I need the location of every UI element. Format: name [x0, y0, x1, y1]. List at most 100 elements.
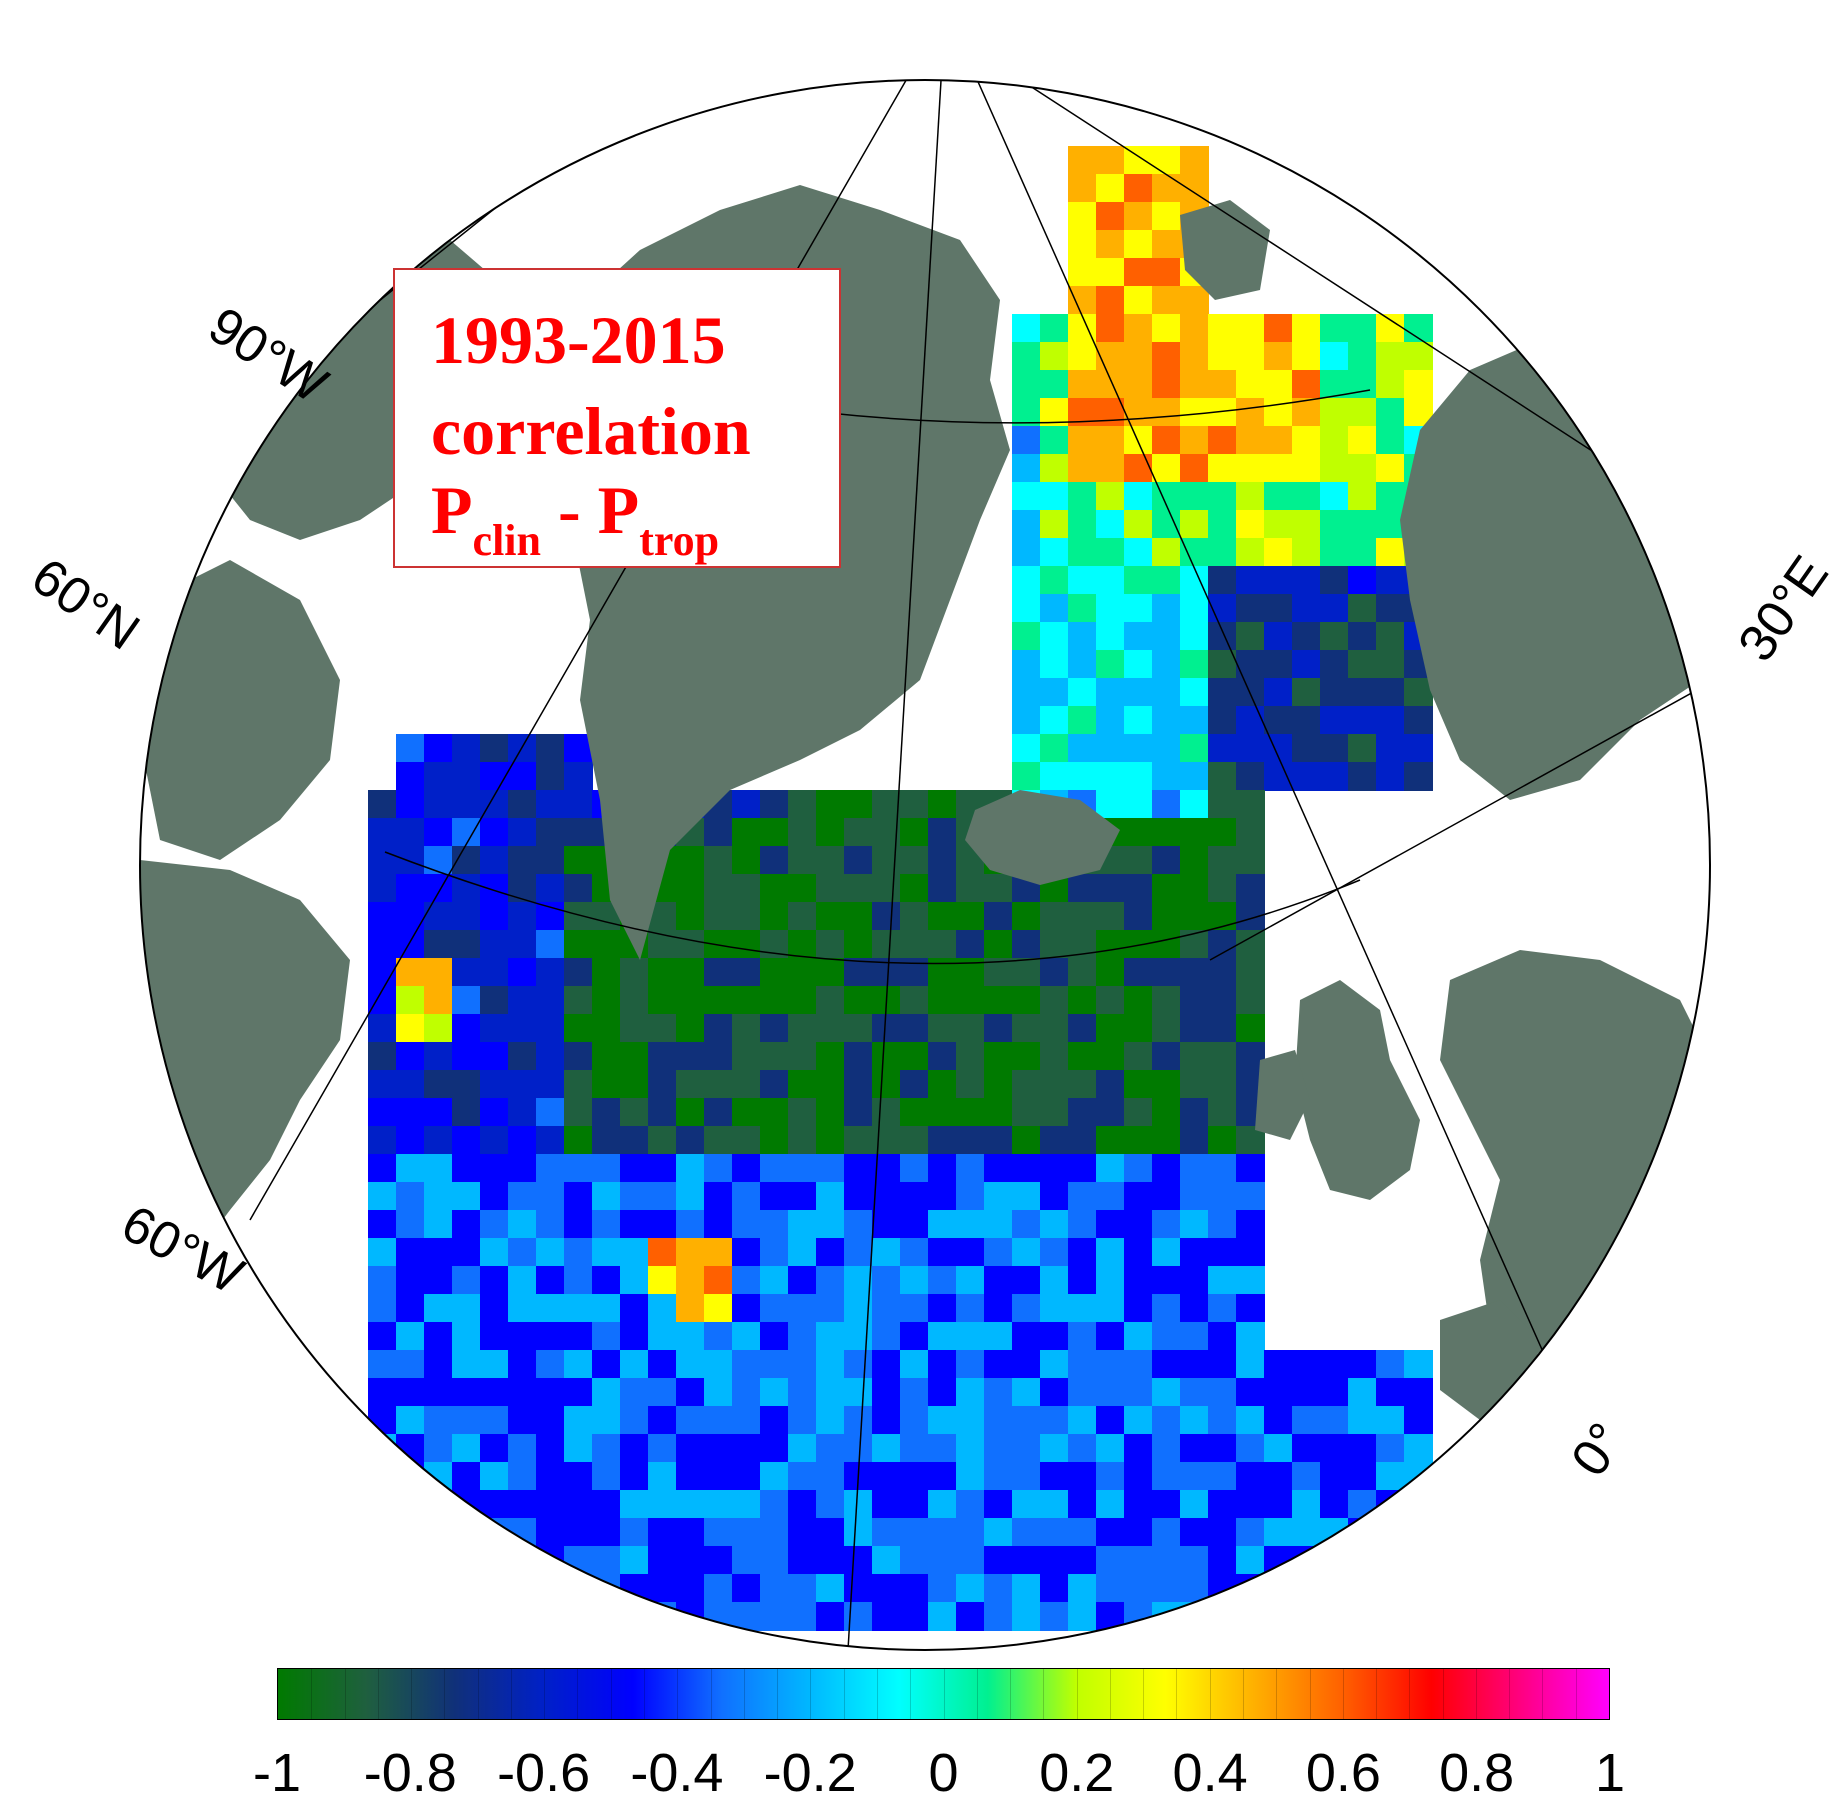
- correlation-cell: [452, 1210, 481, 1239]
- correlation-cell: [424, 874, 453, 903]
- correlation-cell: [956, 1126, 985, 1155]
- correlation-cell: [984, 1602, 1013, 1631]
- correlation-cell: [956, 1154, 985, 1183]
- correlation-cell: [760, 1518, 789, 1547]
- correlation-cell: [676, 930, 705, 959]
- correlation-cell: [396, 1406, 425, 1435]
- correlation-cell: [368, 1546, 397, 1575]
- correlation-cell: [396, 1322, 425, 1351]
- correlation-cell: [1376, 706, 1405, 735]
- correlation-cell: [1152, 1574, 1181, 1603]
- correlation-cell: [1152, 1322, 1181, 1351]
- correlation-cell: [480, 1378, 509, 1407]
- correlation-cell: [844, 1014, 873, 1043]
- correlation-cell: [1292, 1490, 1321, 1519]
- correlation-cell: [1040, 342, 1069, 371]
- correlation-cell: [1264, 1350, 1293, 1379]
- correlation-cell: [956, 1210, 985, 1239]
- correlation-cell: [368, 1266, 397, 1295]
- correlation-cell: [1180, 622, 1209, 651]
- correlation-cell: [1320, 1490, 1349, 1519]
- correlation-cell: [900, 1154, 929, 1183]
- correlation-cell: [1208, 510, 1237, 539]
- correlation-cell: [1208, 1350, 1237, 1379]
- correlation-cell: [1124, 286, 1153, 315]
- correlation-cell: [1264, 566, 1293, 595]
- correlation-cell: [1012, 1350, 1041, 1379]
- correlation-cell: [452, 902, 481, 931]
- correlation-cell: [1236, 986, 1265, 1015]
- correlation-cell: [648, 1294, 677, 1323]
- correlation-cell: [1264, 314, 1293, 343]
- correlation-cell: [1320, 1602, 1349, 1631]
- correlation-cell: [760, 1154, 789, 1183]
- correlation-cell: [760, 1294, 789, 1323]
- correlation-cell: [368, 1294, 397, 1323]
- correlation-cell: [396, 986, 425, 1015]
- correlation-cell: [564, 1126, 593, 1155]
- correlation-cell: [1348, 426, 1377, 455]
- correlation-cell: [676, 1434, 705, 1463]
- correlation-cell: [1348, 706, 1377, 735]
- correlation-cell: [452, 1434, 481, 1463]
- correlation-cell: [1040, 650, 1069, 679]
- correlation-cell: [1068, 482, 1097, 511]
- correlation-cell: [620, 1294, 649, 1323]
- correlation-cell: [1152, 986, 1181, 1015]
- correlation-cell: [1040, 1602, 1069, 1631]
- correlation-cell: [1096, 1602, 1125, 1631]
- correlation-cell: [368, 902, 397, 931]
- correlation-cell: [1068, 678, 1097, 707]
- correlation-cell: [1096, 1406, 1125, 1435]
- correlation-cell: [1040, 1322, 1069, 1351]
- correlation-cell: [1096, 1546, 1125, 1575]
- colorbar-segment-line: [444, 1669, 446, 1719]
- correlation-cell: [1124, 650, 1153, 679]
- correlation-cell: [620, 1546, 649, 1575]
- correlation-cell: [732, 1014, 761, 1043]
- correlation-cell: [872, 1210, 901, 1239]
- correlation-cell: [704, 1294, 733, 1323]
- correlation-cell: [424, 1294, 453, 1323]
- correlation-cell: [1096, 1154, 1125, 1183]
- correlation-cell: [788, 1154, 817, 1183]
- correlation-cell: [1012, 622, 1041, 651]
- correlation-cell: [1320, 678, 1349, 707]
- correlation-cell: [396, 1490, 425, 1519]
- correlation-cell: [508, 1350, 537, 1379]
- correlation-cell: [424, 1518, 453, 1547]
- correlation-cell: [1068, 1294, 1097, 1323]
- colorbar: [277, 1668, 1610, 1720]
- correlation-cell: [1068, 1014, 1097, 1043]
- correlation-cell: [536, 790, 565, 819]
- colorbar-tick-label: 1: [1594, 1743, 1626, 1803]
- correlation-cell: [564, 1434, 593, 1463]
- correlation-cell: [1012, 902, 1041, 931]
- correlation-cell: [984, 1210, 1013, 1239]
- correlation-cell: [788, 986, 817, 1015]
- correlation-cell: [1376, 678, 1405, 707]
- correlation-cell: [1096, 1238, 1125, 1267]
- correlation-cell: [984, 1238, 1013, 1267]
- correlation-cell: [564, 1602, 593, 1631]
- correlation-cell: [564, 986, 593, 1015]
- correlation-cell: [1404, 678, 1433, 707]
- colorbar-segment-line: [677, 1669, 679, 1719]
- correlation-cell: [1376, 454, 1405, 483]
- correlation-cell: [1292, 1434, 1321, 1463]
- correlation-cell: [872, 790, 901, 819]
- correlation-cell: [1124, 1350, 1153, 1379]
- correlation-cell: [1096, 1042, 1125, 1071]
- correlation-cell: [1236, 762, 1265, 791]
- correlation-cell: [592, 1182, 621, 1211]
- correlation-cell: [844, 1322, 873, 1351]
- correlation-cell: [1208, 930, 1237, 959]
- correlation-cell: [396, 1518, 425, 1547]
- correlation-cell: [1348, 1350, 1377, 1379]
- correlation-cell: [452, 762, 481, 791]
- correlation-cell: [1152, 818, 1181, 847]
- correlation-cell: [956, 1490, 985, 1519]
- correlation-cell: [1264, 678, 1293, 707]
- correlation-cell: [900, 1462, 929, 1491]
- correlation-cell: [1404, 342, 1433, 371]
